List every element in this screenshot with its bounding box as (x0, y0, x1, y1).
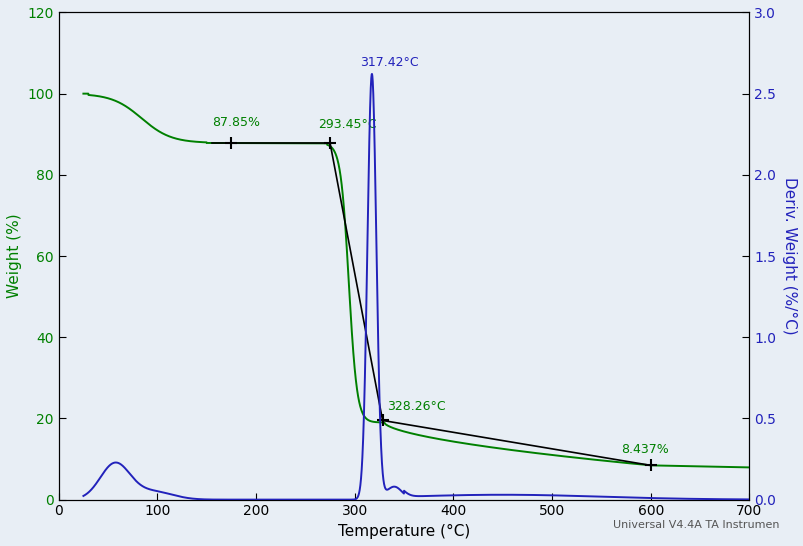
Y-axis label: Deriv. Weight (%/°C): Deriv. Weight (%/°C) (781, 177, 796, 335)
Text: Universal V4.4A TA Instrumen: Universal V4.4A TA Instrumen (613, 520, 779, 530)
Y-axis label: Weight (%): Weight (%) (7, 213, 22, 298)
X-axis label: Temperature (°C): Temperature (°C) (337, 524, 470, 539)
Text: 293.45°C: 293.45°C (318, 118, 377, 131)
Text: 87.85%: 87.85% (211, 116, 259, 129)
Text: 8.437%: 8.437% (621, 443, 668, 456)
Text: 328.26°C: 328.26°C (387, 400, 446, 413)
Text: 317.42°C: 317.42°C (359, 56, 418, 69)
